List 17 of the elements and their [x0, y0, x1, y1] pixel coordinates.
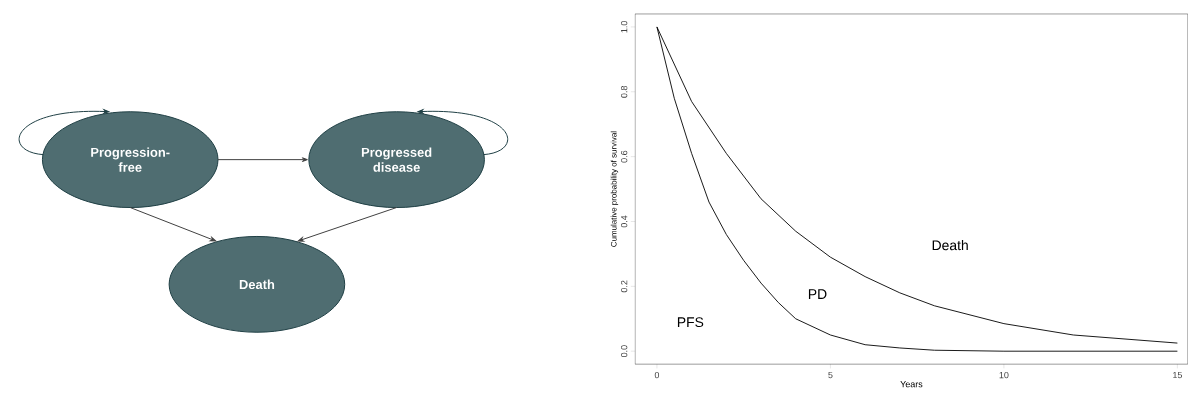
y-tick-label: 0.2: [620, 280, 628, 293]
text: Death: [239, 279, 275, 290]
x-tick-label: 15: [1173, 371, 1182, 379]
annotation: PD: [808, 289, 827, 299]
y-tick-label: 1.0: [620, 21, 628, 33]
y-tick-label: 0.8: [620, 85, 628, 98]
annotation: PFS: [677, 317, 704, 328]
y-tick-label: 0.0: [620, 345, 628, 358]
x-tick-label: 10: [999, 371, 1009, 379]
annotation: Death: [932, 239, 968, 251]
y-tick-label: 0.4: [620, 215, 628, 228]
x-tick-label: 0: [654, 371, 660, 379]
text: Progressed disease: [361, 147, 432, 172]
x-tick-label: 5: [828, 371, 833, 379]
text: Progression-free: [91, 147, 170, 172]
y-tick-label: 0.6: [620, 150, 628, 163]
x-axis-title: Years: [900, 381, 923, 388]
